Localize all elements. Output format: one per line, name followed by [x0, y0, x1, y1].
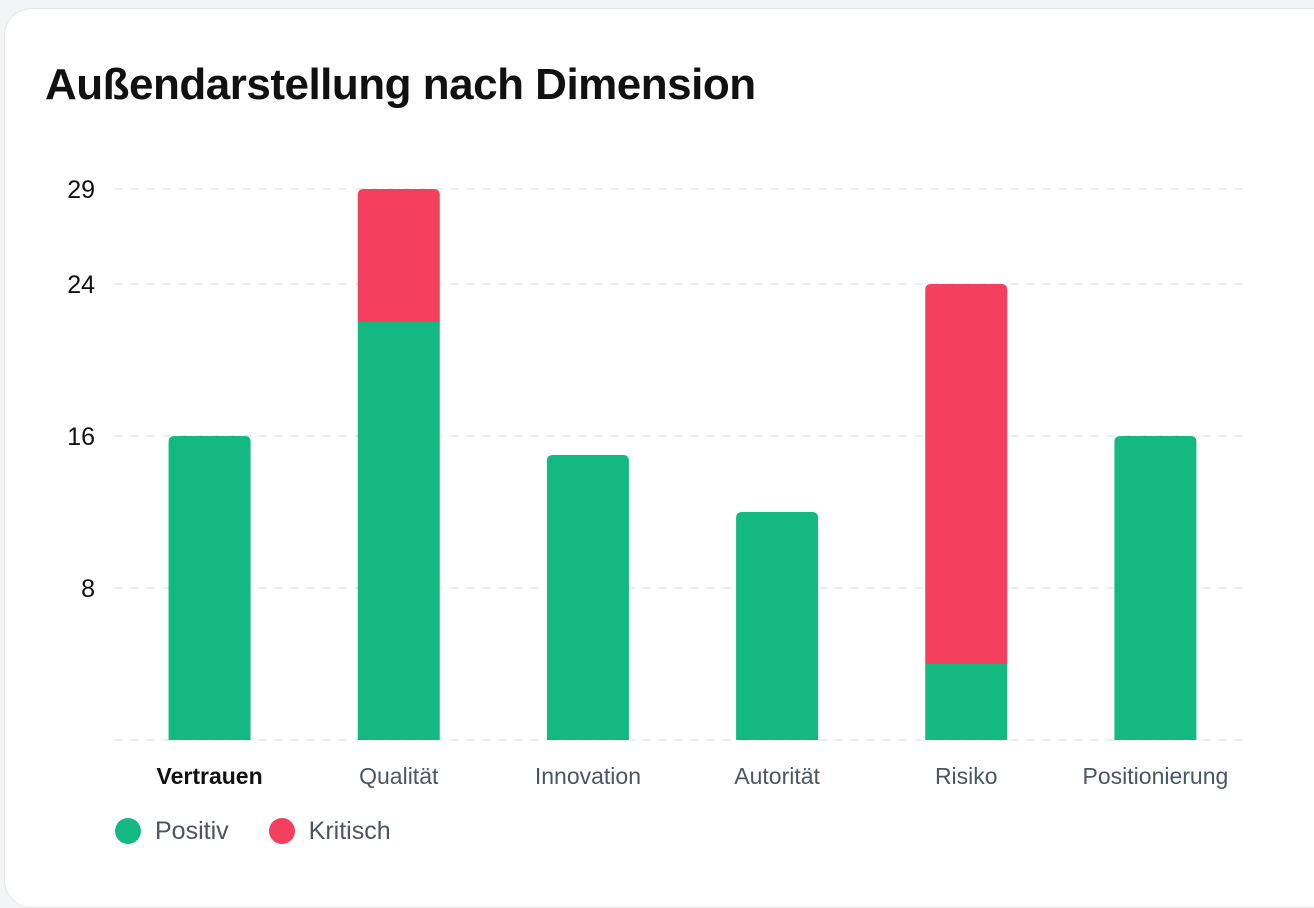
bar-autorität-positiv	[736, 512, 819, 740]
bar-qualität-kritisch	[357, 189, 440, 322]
legend-item-positiv[interactable]: Positiv	[115, 817, 229, 846]
legend-item-kritisch[interactable]: Kritisch	[268, 816, 391, 846]
y-tick-label-16: 16	[67, 423, 95, 451]
x-tick-label-vertrauen[interactable]: Vertrauen	[157, 763, 263, 789]
chart-title: Außendarstellung nach Dimension	[45, 60, 756, 109]
y-tick-label-8: 8	[81, 575, 95, 603]
bar-positionierung-positiv	[1114, 436, 1197, 740]
bar-qualität-positiv	[357, 322, 440, 740]
bar-risiko-positiv	[925, 664, 1008, 740]
x-tick-label-positionierung[interactable]: Positionierung	[1083, 763, 1229, 789]
y-tick-label-24: 24	[67, 271, 95, 299]
x-tick-label-qualität[interactable]: Qualität	[359, 763, 439, 789]
x-tick-label-innovation[interactable]: Innovation	[535, 763, 641, 789]
legend-label-positiv: Positiv	[155, 816, 229, 845]
x-tick-label-risiko[interactable]: Risiko	[935, 763, 998, 789]
y-tick-label-29: 29	[67, 176, 95, 204]
legend-swatch-positiv	[115, 818, 141, 844]
bar-vertrauen-positiv	[168, 436, 251, 740]
bar-innovation-positiv	[546, 455, 629, 740]
stacked-bar-chart: 8 16 24 29 Vertrauen Qualität Innovation Autori…	[67, 176, 1250, 789]
legend-swatch-kritisch	[268, 818, 295, 844]
legend-label-kritisch: Kritisch	[308, 816, 391, 845]
bar-risiko-kritisch	[925, 284, 1008, 664]
x-tick-label-autorität[interactable]: Autorität	[734, 763, 820, 789]
legend: Positiv Kritisch	[115, 814, 391, 848]
